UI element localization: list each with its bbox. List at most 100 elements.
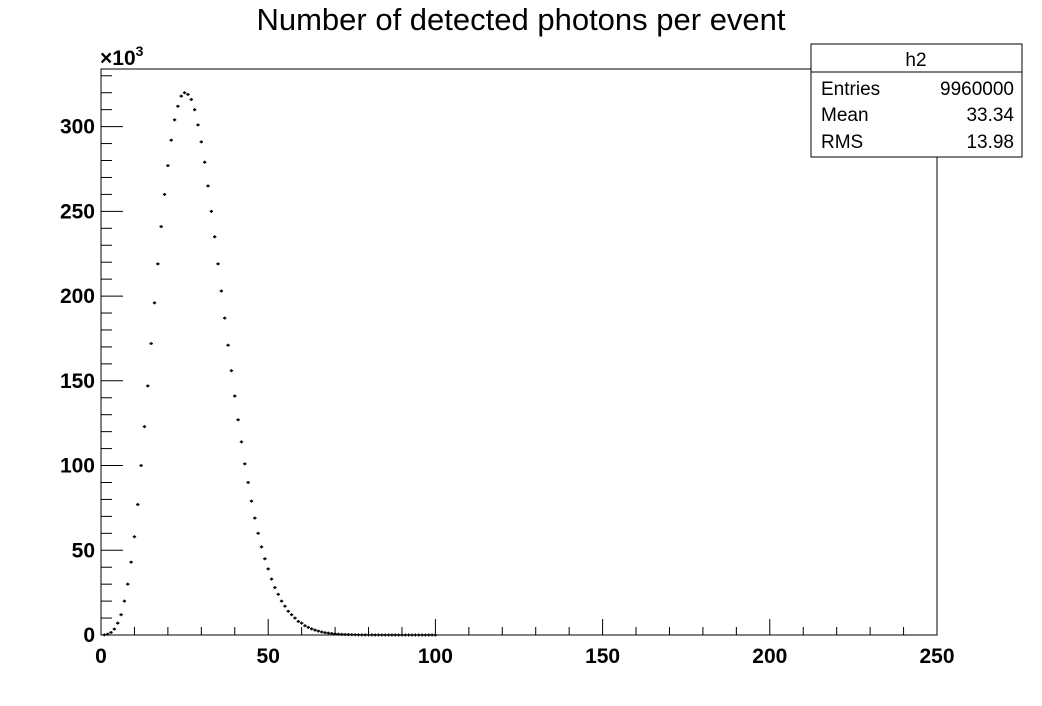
hist-bin: [156, 262, 160, 266]
hist-bin: [343, 632, 347, 636]
y-tick-label: 250: [60, 200, 95, 223]
hist-bin: [396, 633, 401, 637]
hist-bin: [356, 633, 361, 637]
hist-bin: [316, 629, 321, 633]
hist-bin: [186, 92, 190, 96]
x-tick-label: 100: [418, 645, 453, 668]
hist-bin: [279, 599, 284, 603]
hist-bin: [249, 499, 254, 503]
hist-bin: [219, 289, 224, 293]
hist-bin: [189, 98, 193, 102]
hist-bin: [119, 613, 123, 617]
stats-box: h2 Entries 9960000 Mean 33.34 RMS 13.98: [810, 43, 1023, 158]
hist-bin: [196, 123, 200, 127]
hist-bin: [413, 633, 418, 637]
hist-bin: [273, 586, 277, 590]
hist-bin: [360, 633, 364, 637]
stats-mean-label: Mean: [821, 105, 869, 126]
y-tick-label: 100: [60, 455, 95, 478]
hist-bin: [403, 633, 407, 637]
hist-bin: [146, 384, 150, 388]
stats-entries-value: 9960000: [940, 79, 1014, 100]
hist-bin: [299, 621, 304, 625]
hist-bin: [289, 613, 294, 617]
hist-bin: [366, 633, 371, 637]
stats-mean-value: 33.34: [966, 105, 1014, 126]
hist-bin: [353, 633, 357, 637]
hist-bin: [192, 108, 197, 112]
hist-bin: [202, 160, 207, 164]
hist-bin: [346, 633, 351, 637]
hist-bin: [350, 633, 354, 637]
hist-bin: [179, 94, 183, 98]
y-axis: 0 50 100 150 200 250 300: [60, 75, 123, 647]
hist-bin: [330, 631, 334, 635]
hist-bin: [430, 633, 434, 637]
hist-bin: [390, 633, 394, 637]
hist-bin: [106, 632, 110, 636]
hist-bin: [276, 592, 280, 596]
hist-bin: [363, 633, 367, 637]
hist-bin: [159, 225, 163, 229]
hist-bin: [313, 628, 317, 632]
hist-bin: [283, 604, 287, 608]
histogram-points: [102, 91, 438, 637]
stats-entries-label: Entries: [821, 79, 880, 100]
hist-bin: [380, 633, 384, 637]
hist-bin: [149, 342, 153, 346]
hist-bin: [246, 480, 250, 484]
hist-bin: [420, 633, 424, 637]
x-tick-label: 200: [752, 645, 787, 668]
hist-bin: [243, 462, 247, 466]
hist-bin: [199, 140, 203, 144]
hist-bin: [129, 560, 133, 564]
hist-bin: [223, 316, 227, 320]
hist-bin: [340, 632, 344, 636]
hist-bin: [266, 567, 270, 571]
hist-bin: [333, 632, 337, 636]
hist-bin: [229, 369, 234, 373]
hist-bin: [303, 624, 307, 628]
y-tick-label: 150: [60, 370, 95, 393]
chart-title: Number of detected photons per event: [256, 2, 785, 37]
hist-bin: [182, 91, 187, 95]
hist-bin: [310, 627, 314, 631]
hist-bin: [306, 625, 310, 629]
hist-bin: [256, 531, 260, 535]
hist-bin: [433, 633, 438, 637]
hist-bin: [400, 633, 404, 637]
hist-bin: [116, 621, 120, 625]
x-axis: 0 50 100 150 200 250: [95, 619, 955, 668]
hist-bin: [376, 633, 381, 637]
hist-bin: [139, 464, 143, 468]
hist-bin: [172, 118, 177, 122]
hist-bin: [286, 609, 290, 613]
x-tick-label: 250: [919, 645, 954, 668]
stats-box-frame: [810, 43, 1023, 158]
hist-bin: [112, 627, 117, 631]
hist-bin: [336, 632, 341, 636]
plot-frame: [100, 68, 938, 636]
hist-bin: [122, 599, 127, 603]
hist-bin: [296, 619, 300, 623]
y-tick-label: 0: [83, 624, 95, 647]
stats-box-name: h2: [905, 50, 926, 71]
hist-bin: [176, 104, 180, 108]
hist-bin: [142, 425, 147, 429]
hist-bin: [162, 192, 167, 196]
hist-bin: [410, 633, 414, 637]
hist-bin: [216, 262, 220, 266]
hist-bin: [226, 343, 230, 347]
hist-bin: [233, 394, 237, 398]
hist-bin: [166, 164, 170, 168]
hist-bin: [263, 557, 267, 561]
stats-rms-value: 13.98: [966, 132, 1014, 153]
hist-bin: [253, 516, 257, 520]
x-tick-label: 150: [585, 645, 620, 668]
hist-bin: [209, 209, 214, 213]
hist-bin: [269, 577, 274, 581]
hist-bin: [152, 301, 157, 305]
hist-bin: [109, 630, 113, 634]
hist-bin: [293, 616, 297, 620]
